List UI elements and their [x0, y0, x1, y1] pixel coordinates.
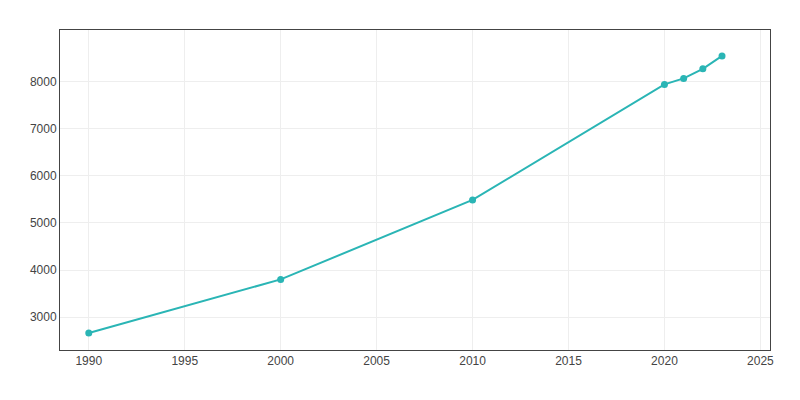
svg-text:5000: 5000 [30, 216, 57, 230]
svg-text:4000: 4000 [30, 263, 57, 277]
svg-text:2000: 2000 [267, 354, 294, 368]
svg-text:2015: 2015 [555, 354, 582, 368]
svg-text:2005: 2005 [363, 354, 390, 368]
svg-text:1995: 1995 [171, 354, 198, 368]
svg-text:6000: 6000 [30, 169, 57, 183]
svg-text:2010: 2010 [459, 354, 486, 368]
svg-text:1990: 1990 [75, 354, 102, 368]
svg-text:2020: 2020 [651, 354, 678, 368]
svg-text:2025: 2025 [747, 354, 774, 368]
svg-text:7000: 7000 [30, 122, 57, 136]
svg-text:8000: 8000 [30, 75, 57, 89]
svg-text:3000: 3000 [30, 310, 57, 324]
